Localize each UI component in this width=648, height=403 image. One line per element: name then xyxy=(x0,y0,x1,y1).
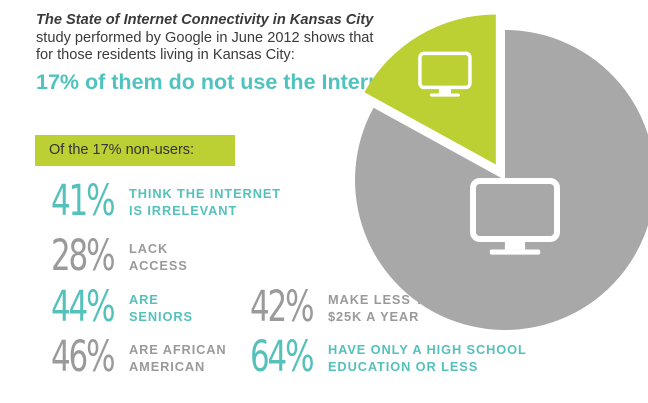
intro-text: The State of Internet Connectivity in Ka… xyxy=(36,12,381,65)
stat-desc-line1: HAVE ONLY A HIGH SCHOOL xyxy=(328,341,527,357)
stat-desc-line2: ACCESS xyxy=(129,257,188,273)
stat-value: 42% xyxy=(250,282,314,332)
stat-seniors: 44% ARE SENIORS xyxy=(51,286,193,329)
stat-high-school: 64% HAVE ONLY A HIGH SCHOOL EDUCATION OR… xyxy=(250,336,527,379)
stat-desc-line2: AMERICAN xyxy=(129,358,206,374)
headline: 17% of them do not use the Internet. xyxy=(36,70,407,94)
stat-african-american: 46% ARE AFRICAN AMERICAN xyxy=(51,336,227,379)
pie-slice-users xyxy=(355,30,648,330)
monitor-icon xyxy=(470,178,560,255)
stat-value: 46% xyxy=(51,332,115,382)
stat-value: 28% xyxy=(51,231,115,281)
stat-desc-line1: ARE xyxy=(129,291,159,307)
stat-desc-line2: SENIORS xyxy=(129,308,193,324)
stat-desc-line1: LACK xyxy=(129,240,169,256)
study-title: The State of Internet Connectivity in Ka… xyxy=(36,12,374,28)
pie-slice-non-users xyxy=(364,14,496,165)
stat-desc-line1: THINK THE INTERNET xyxy=(129,185,281,201)
stat-value: 41% xyxy=(51,176,115,226)
stat-value: 44% xyxy=(51,282,115,332)
stat-desc-line2: EDUCATION OR LESS xyxy=(328,358,479,374)
stat-irrelevant: 41% THINK THE INTERNET IS IRRELEVANT xyxy=(51,180,281,223)
stat-desc-line2: IS IRRELEVANT xyxy=(129,202,238,218)
stat-lack-access: 28% LACK ACCESS xyxy=(51,235,188,278)
stat-low-income: 42% MAKE LESS THAN $25K A YEAR xyxy=(250,286,454,329)
stat-desc-line2: $25K A YEAR xyxy=(328,308,420,324)
stat-desc-line1: ARE AFRICAN xyxy=(129,341,227,357)
stat-value: 64% xyxy=(250,332,314,382)
non-users-label: Of the 17% non-users: xyxy=(35,135,235,166)
intro-body: study performed by Google in June 2012 s… xyxy=(36,29,374,64)
monitor-icon xyxy=(418,51,472,97)
